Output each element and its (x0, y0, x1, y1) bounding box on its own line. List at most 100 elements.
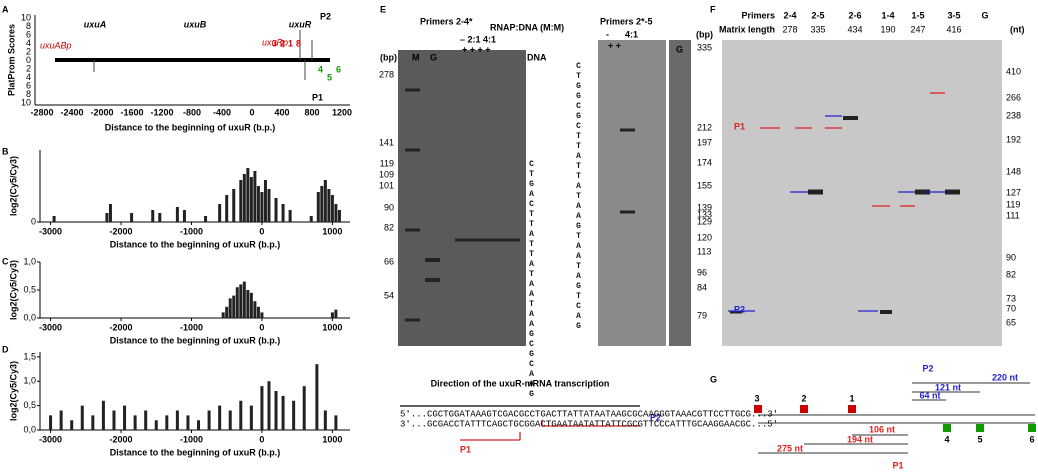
panel-letter: A (2, 4, 9, 14)
size-label: 119 (380, 158, 394, 168)
gene-name: uxuR (289, 19, 312, 29)
x-tick-label: -400 (213, 107, 231, 117)
x-tick-label: 0 (249, 107, 254, 117)
bar (267, 189, 271, 222)
size-label: 266 (1006, 92, 1021, 102)
bar (218, 405, 222, 430)
bar (228, 298, 232, 318)
primer-label: 2-6 (848, 10, 861, 20)
size-label: 155 (697, 180, 712, 190)
distance: 106 nt (869, 424, 895, 434)
bar (327, 189, 331, 222)
heading: Matrix length (719, 24, 775, 34)
y-tick-label: 0 (26, 55, 31, 65)
arrows (400, 92, 945, 441)
x-tick-label: 0 (259, 434, 264, 444)
heading: DNA (527, 52, 547, 62)
panel-letter: B (2, 146, 9, 156)
size-label: 70 (1006, 303, 1016, 313)
bar (144, 410, 148, 430)
size-label: 127 (1006, 187, 1021, 197)
x-tick-label: -2000 (110, 434, 133, 444)
panel-letter: E (380, 4, 386, 14)
x-tick-label: 1000 (322, 226, 342, 236)
axis-label: Distance to the beginning of uxuR (b.p.) (110, 239, 281, 249)
y-tick-label: 8 (26, 89, 31, 99)
site: 5 (977, 434, 982, 444)
panel-letter: C (2, 256, 9, 266)
gel-e-ladder (669, 40, 691, 346)
size-label: 66 (384, 256, 394, 266)
size-label: 335 (697, 42, 712, 52)
lane-label: 4:1 (625, 29, 638, 39)
lane-label: + + (608, 40, 621, 50)
bar (274, 391, 278, 430)
y-tick-label: 0,5 (23, 400, 36, 410)
bar (242, 281, 246, 318)
heading: Primers 2*-5 (600, 16, 653, 26)
distance: 121 nt (935, 382, 961, 392)
bar (207, 410, 211, 430)
promoter-label: P1 (734, 121, 745, 131)
promoter-label: P2 (734, 304, 745, 314)
x-tick-label: 800 (304, 107, 319, 117)
size-label: 79 (697, 310, 707, 320)
bar (242, 174, 246, 222)
size-label: 120 (697, 232, 712, 242)
size-label: 111 (1006, 210, 1020, 220)
primer-label: 3-5 (947, 10, 960, 20)
heading: (nt) (1010, 24, 1025, 34)
size-label: 192 (1006, 134, 1021, 144)
x-tick-label: -3000 (39, 226, 62, 236)
distance: 220 nt (992, 372, 1018, 382)
size-label: 141 (379, 137, 394, 147)
bar (197, 420, 201, 430)
primer-label: 2-5 (811, 10, 824, 20)
x-tick-label: -2000 (110, 226, 133, 236)
bar (260, 192, 264, 222)
length-label: 190 (880, 24, 895, 34)
gel-e-left (398, 50, 526, 346)
bar (70, 420, 74, 430)
gene-name: uxuA (84, 19, 107, 29)
size-label: 278 (379, 69, 394, 79)
bar (59, 410, 63, 430)
lane-label: - (606, 29, 609, 39)
lane-label: M (412, 52, 420, 62)
bar (151, 210, 155, 222)
y-tick-label: 4 (26, 38, 31, 48)
heading: + + + + (462, 44, 491, 54)
promoter-label: P2 (650, 412, 661, 422)
size-label: 113 (697, 246, 711, 256)
heading: – 2:1 4:1 (460, 34, 496, 44)
sequence-right: CTGGCGCTTATTATAAGTAATAGTCAG (574, 62, 583, 332)
x-tick-label: -1000 (180, 434, 203, 444)
site: 2 (801, 393, 806, 403)
site: 1 (849, 393, 854, 403)
distance: 194 nt (847, 434, 873, 444)
bar (158, 213, 162, 222)
size-label: 410 (1006, 66, 1021, 76)
promoter-label: P2 (922, 363, 933, 373)
site: 1 (288, 38, 293, 48)
size-label: 119 (1006, 199, 1020, 209)
bar (274, 198, 278, 222)
bar (165, 415, 169, 430)
gene-map (34, 15, 350, 106)
bar (239, 284, 243, 318)
x-tick-label: -2800 (30, 107, 53, 117)
primer-label: 1-4 (881, 10, 894, 20)
bar (123, 405, 127, 430)
sequence: 5'...CGCTGGATAAAGTCGACGCCTGACTTATTATAATA… (400, 409, 778, 419)
bar (80, 405, 84, 430)
x-tick-label: -2000 (110, 322, 133, 332)
panel-letter: F (710, 4, 716, 14)
site: 6 (1029, 434, 1034, 444)
bar (246, 168, 250, 222)
bar (225, 306, 229, 318)
gel-bands (405, 88, 960, 322)
site: 2 (280, 38, 285, 48)
axis-label: log2(Cy5/Cy3) (8, 156, 18, 216)
x-tick-label: 0 (259, 322, 264, 332)
bar (302, 386, 306, 430)
